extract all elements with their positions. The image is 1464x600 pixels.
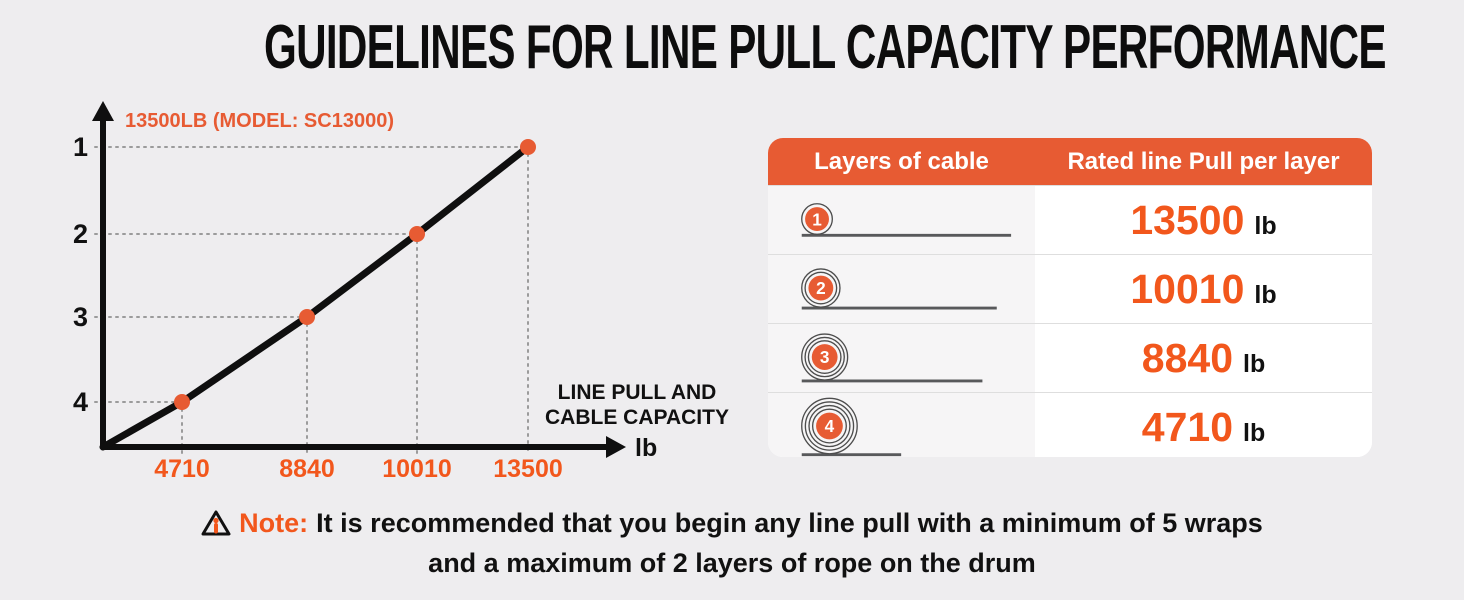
x-axis-arrowhead <box>606 436 626 458</box>
page-title: GUIDELINES FOR LINE PULL CAPACITY PERFOR… <box>0 12 1464 83</box>
note-text-line1: It is recommended that you begin any lin… <box>316 508 1263 538</box>
x-tick-10010: 10010 <box>382 455 452 483</box>
layer-number: 3 <box>820 347 830 367</box>
rated-line-pull-unit: lb <box>1243 350 1266 378</box>
rated-line-pull-unit: lb <box>1254 281 1277 309</box>
table-row: 2 10010 lb <box>768 254 1372 323</box>
note-label: Note: <box>239 508 309 538</box>
cable-layer-2-icon: 2 <box>801 268 997 310</box>
table-row: 4 4710 lb <box>768 392 1372 457</box>
axes <box>100 110 615 450</box>
page-title-text: GUIDELINES FOR LINE PULL CAPACITY PERFOR… <box>263 13 1387 82</box>
table-row: 1 13500 lb <box>768 185 1372 254</box>
cable-layer-1-icon: 1 <box>801 203 1012 237</box>
y-tick-2: 2 <box>73 219 88 249</box>
data-point-10010 <box>409 226 425 242</box>
data-point-13500 <box>520 139 536 155</box>
y-tick-labels: 1 2 3 4 <box>73 132 88 417</box>
x-tick-13500: 13500 <box>493 455 563 483</box>
header-rated-line-pull: Rated line Pull per layer <box>1067 147 1340 175</box>
line-pull-chart-svg: 13500LB (MODEL: SC13000) 1 2 3 4 4710 88… <box>73 101 729 483</box>
data-points <box>174 139 536 410</box>
rated-line-pull-unit: lb <box>1243 419 1266 447</box>
x-axis-unit: lb <box>635 434 657 462</box>
line-pull-chart: 13500LB (MODEL: SC13000) 1 2 3 4 4710 88… <box>40 95 750 500</box>
note: Note: It is recommended that you begin an… <box>0 503 1464 583</box>
x-axis-caption-line2: CABLE CAPACITY <box>545 406 729 429</box>
x-tick-8840: 8840 <box>279 455 335 483</box>
header-layers-of-cable: Layers of cable <box>814 147 989 175</box>
note-line2: and a maximum of 2 layers of rope on the… <box>428 548 1036 578</box>
layer-number: 2 <box>816 278 826 298</box>
layer-number: 1 <box>812 209 822 229</box>
chart-model-label: 13500LB (MODEL: SC13000) <box>125 110 394 132</box>
rated-line-pull-unit: lb <box>1254 212 1277 240</box>
x-axis-caption-line1: LINE PULL AND <box>558 381 717 404</box>
note-line1: Note: It is recommended that you begin an… <box>0 503 1464 543</box>
capacity-table-header: Layers of cable Rated line Pull per laye… <box>768 138 1372 185</box>
rated-line-pull-value: 4710 <box>1141 404 1233 450</box>
rated-line-pull-value: 10010 <box>1130 266 1245 312</box>
table-row: 3 8840 lb <box>768 323 1372 392</box>
y-axis-arrowhead <box>92 101 114 121</box>
dotted-horizontal-guides <box>94 146 529 403</box>
x-tick-4710: 4710 <box>154 455 210 483</box>
rated-line-pull-value: 13500 <box>1130 197 1245 243</box>
cable-layer-3-icon: 3 <box>801 333 983 383</box>
y-tick-1: 1 <box>73 132 88 162</box>
y-tick-4: 4 <box>73 387 88 417</box>
data-point-8840 <box>299 309 315 325</box>
rated-line-pull-value: 8840 <box>1141 335 1233 381</box>
y-tick-3: 3 <box>73 302 88 332</box>
x-tick-labels: 4710 8840 10010 13500 <box>154 455 563 483</box>
capacity-table: Layers of cable Rated line Pull per laye… <box>768 138 1372 457</box>
warning-icon <box>201 510 231 536</box>
data-point-4710 <box>174 394 190 410</box>
dotted-vertical-guides <box>181 146 529 455</box>
x-axis-caption: LINE PULL AND CABLE CAPACITY <box>545 381 729 429</box>
layer-number: 4 <box>825 416 835 436</box>
cable-layer-4-icon: 4 <box>801 397 902 457</box>
